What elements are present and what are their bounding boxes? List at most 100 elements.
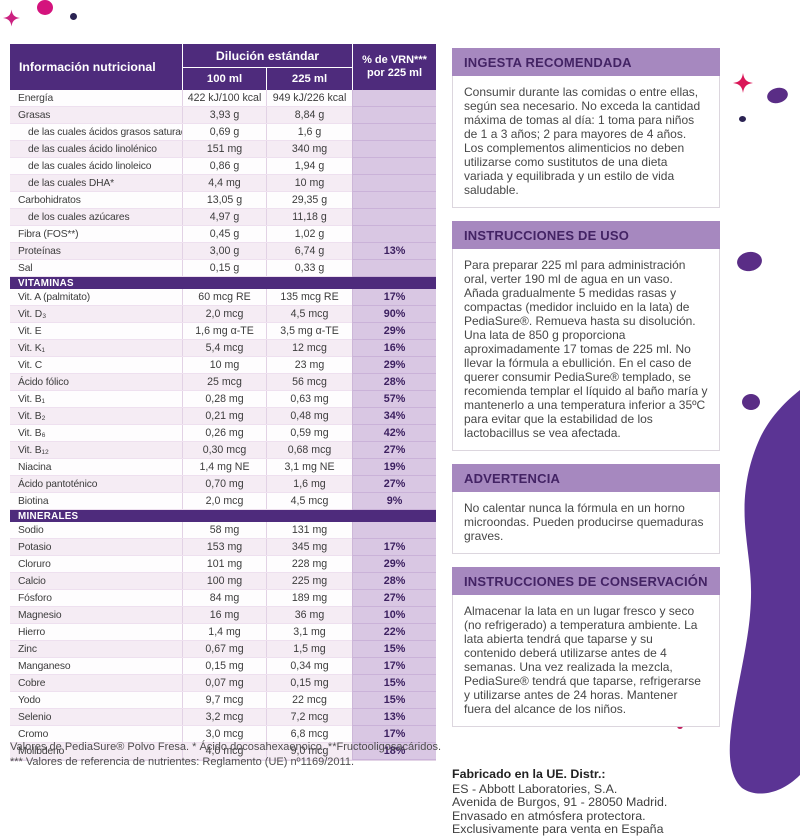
footnote-line: *** Valores de referencia de nutrientes:… <box>10 755 354 768</box>
value-vrn-percent: 34% <box>352 408 436 425</box>
value-100ml: 25 mcg <box>182 374 266 390</box>
sparkle-icon <box>3 9 20 27</box>
value-vrn-percent: 27% <box>352 442 436 459</box>
value-vrn-percent: 15% <box>352 641 436 658</box>
nutrient-label: Grasas <box>18 109 51 121</box>
header-225ml: 225 ml <box>266 68 352 90</box>
header-vrn-line2: por 225 ml <box>366 67 423 79</box>
value-100ml: 0,28 mg <box>182 391 266 407</box>
table-header: Información nutricional Dilución estánda… <box>10 44 436 90</box>
value-225ml: 189 mg <box>266 590 352 606</box>
value-vrn-percent: 17% <box>352 539 436 556</box>
nutrient-label: de las cuales ácidos grasos saturados <box>28 126 182 138</box>
info-column: INGESTA RECOMENDADA Consumir durante las… <box>452 48 720 837</box>
value-vrn-percent <box>352 90 436 107</box>
section-band: MINERALES <box>10 510 436 522</box>
table-body: Energía 422 kJ/100 kcal 949 kJ/226 kcal Gra… <box>10 90 436 760</box>
value-225ml: 3,1 mg <box>266 624 352 640</box>
table-row: Yodo 9,7 mcg 22 mcg 15% <box>10 692 436 709</box>
table-row: Proteínas 3,00 g 6,74 g 13% <box>10 243 436 260</box>
value-225ml: 1,6 mg <box>266 476 352 492</box>
value-100ml: 1,4 mg <box>182 624 266 640</box>
value-vrn-percent <box>352 209 436 226</box>
nutrition-label-page: { "colors": { "brand_purple": "#4e2b7c",… <box>3 0 800 836</box>
value-100ml: 58 mg <box>182 522 266 538</box>
value-vrn-percent <box>352 141 436 158</box>
manufacturer-line: Avenida de Burgos, 91 - 28050 Madrid. <box>452 795 668 810</box>
value-225ml: 135 mcg RE <box>266 289 352 305</box>
nutrient-label: Magnesio <box>18 609 62 621</box>
nutrient-label: Selenio <box>18 711 52 723</box>
value-225ml: 1,02 g <box>266 226 352 242</box>
value-vrn-percent <box>352 124 436 141</box>
footnote: Valores de PediaSure® Polvo Fresa. * Áci… <box>10 740 442 770</box>
table-row: Vit. K₁ 5,4 mcg 12 mcg 16% <box>10 340 436 357</box>
value-100ml: 0,86 g <box>182 158 266 174</box>
manufacturer-line: Envasado en atmósfera protectora. <box>452 808 646 823</box>
nutrient-label: Proteínas <box>18 245 61 257</box>
value-vrn-percent: 28% <box>352 573 436 590</box>
table-row: Calcio 100 mg 225 mg 28% <box>10 573 436 590</box>
nutrient-label: Manganeso <box>18 660 71 672</box>
table-row: Potasio 153 mg 345 mg 17% <box>10 539 436 556</box>
section-title: INGESTA RECOMENDADA <box>452 48 720 76</box>
section-band: VITAMINAS <box>10 277 436 289</box>
section-instrucciones-de-conservacion: INSTRUCCIONES DE CONSERVACIÓN Almacenar … <box>452 567 720 727</box>
value-vrn-percent: 17% <box>352 289 436 306</box>
section-instrucciones-de-uso: INSTRUCCIONES DE USO Para preparar 225 m… <box>452 221 720 451</box>
table-row: Grasas 3,93 g 8,84 g <box>10 107 436 124</box>
value-225ml: 22 mcg <box>266 692 352 708</box>
section-body: Almacenar la lata en un lugar fresco y s… <box>452 595 720 727</box>
table-row: Manganeso 0,15 mg 0,34 mg 17% <box>10 658 436 675</box>
value-100ml: 422 kJ/100 kcal <box>182 90 266 106</box>
value-225ml: 11,18 g <box>266 209 352 225</box>
value-225ml: 0,59 mg <box>266 425 352 441</box>
value-225ml: 345 mg <box>266 539 352 555</box>
table-row: Molibdeno 4,0 mcg 9,0 mcg 18% <box>10 743 436 760</box>
nutrient-label: Potasio <box>18 541 52 553</box>
nutrient-label: Fósforo <box>18 592 52 604</box>
value-100ml: 0,67 mg <box>182 641 266 657</box>
value-225ml: 0,34 mg <box>266 658 352 674</box>
value-225ml: 6,8 mcg <box>266 726 352 742</box>
section-title: INSTRUCCIONES DE CONSERVACIÓN <box>452 567 720 595</box>
nutrient-label: Vit. K₁ <box>18 342 45 354</box>
nutrient-label: Biotina <box>18 495 49 507</box>
nutrient-label: Cromo <box>18 728 49 740</box>
value-225ml: 23 mg <box>266 357 352 373</box>
purple-ellipse <box>735 249 764 274</box>
table-row: Zinc 0,67 mg 1,5 mg 15% <box>10 641 436 658</box>
table-row: Cromo 3,0 mcg 6,8 mcg 17% <box>10 726 436 743</box>
nutrient-label: Vit. E <box>18 325 42 337</box>
value-vrn-percent: 29% <box>352 556 436 573</box>
nutrition-table: Información nutricional Dilución estánda… <box>10 44 436 761</box>
value-vrn-percent: 17% <box>352 658 436 675</box>
value-225ml: 131 mg <box>266 522 352 538</box>
value-100ml: 153 mg <box>182 539 266 555</box>
value-vrn-percent <box>352 522 436 539</box>
value-100ml: 3,00 g <box>182 243 266 259</box>
purple-blob-shape <box>690 385 800 800</box>
value-225ml: 225 mg <box>266 573 352 589</box>
value-vrn-percent: 15% <box>352 675 436 692</box>
value-100ml: 0,69 g <box>182 124 266 140</box>
table-row: Niacina 1,4 mg NE 3,1 mg NE 19% <box>10 459 436 476</box>
value-225ml: 3,5 mg α-TE <box>266 323 352 339</box>
nutrient-label: Energía <box>18 92 54 104</box>
nutrient-label: Vit. D₃ <box>18 308 47 320</box>
table-row: Magnesio 16 mg 36 mg 10% <box>10 607 436 624</box>
value-vrn-percent: 13% <box>352 709 436 726</box>
manufacturer-info: Fabricado en la UE. Distr.: ES - Abbott … <box>452 767 720 837</box>
nutrient-label: Yodo <box>18 694 41 706</box>
table-row: Ácido pantoténico 0,70 mg 1,6 mg 27% <box>10 476 436 493</box>
value-225ml: 6,74 g <box>266 243 352 259</box>
value-vrn-percent: 18% <box>352 743 436 760</box>
nutrient-label: Carbohidratos <box>18 194 81 206</box>
section-body: Para preparar 225 ml para administración… <box>452 249 720 451</box>
value-100ml: 84 mg <box>182 590 266 606</box>
value-100ml: 3,93 g <box>182 107 266 123</box>
value-vrn-percent: 15% <box>352 692 436 709</box>
header-vrn: % de VRN*** por 225 ml <box>352 44 436 90</box>
value-vrn-percent: 9% <box>352 493 436 510</box>
manufacturer-line: Exclusivamente para venta en España <box>452 822 664 837</box>
